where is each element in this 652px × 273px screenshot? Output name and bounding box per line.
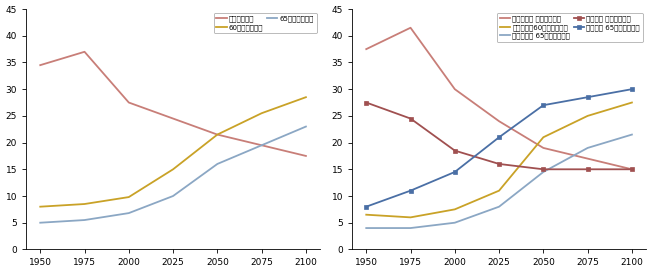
60岁及以上人口 [258, 112, 265, 115]
发展中国家 少年儿童人口 [628, 168, 636, 171]
少年儿童人口 [81, 50, 89, 54]
发达国家 少年儿童人口 [407, 117, 415, 120]
65岁及以上人口 [169, 194, 177, 198]
发展中国家60岁及以上人口 [407, 216, 415, 219]
发展中国家 65岁及以上人口 [495, 205, 503, 208]
发达国家 65岁及以上人口 [539, 103, 547, 107]
65岁及以上人口 [125, 212, 133, 215]
Line: 发展中国家 65岁及以上人口: 发展中国家 65岁及以上人口 [366, 135, 632, 228]
60岁及以上人口 [81, 202, 89, 206]
60岁及以上人口 [125, 195, 133, 199]
Line: 发达国家 少年儿童人口: 发达国家 少年儿童人口 [364, 100, 634, 171]
发展中国家60岁及以上人口 [584, 114, 591, 117]
少年儿童人口 [125, 101, 133, 104]
发展中国家 65岁及以上人口 [363, 226, 370, 230]
发达国家 65岁及以上人口 [584, 96, 591, 99]
少年儿童人口 [302, 154, 310, 158]
65岁及以上人口 [37, 221, 44, 224]
Line: 少年儿童人口: 少年儿童人口 [40, 52, 306, 156]
60岁及以上人口 [37, 205, 44, 208]
发达国家 65岁及以上人口 [363, 205, 370, 208]
发达国家 65岁及以上人口 [628, 88, 636, 91]
发展中国家60岁及以上人口 [451, 208, 459, 211]
发展中国家60岁及以上人口 [363, 213, 370, 216]
发展中国家 少年儿童人口 [584, 157, 591, 160]
发展中国家 少年儿童人口 [363, 48, 370, 51]
发展中国家 65岁及以上人口 [451, 221, 459, 224]
发达国家 65岁及以上人口 [451, 170, 459, 174]
少年儿童人口 [37, 64, 44, 67]
Legend: 少年儿童人口, 60岁及以上人口, 65岁及以上人口: 少年儿童人口, 60岁及以上人口, 65岁及以上人口 [214, 13, 317, 33]
发达国家 少年儿童人口 [363, 101, 370, 104]
发达国家 少年儿童人口 [539, 168, 547, 171]
少年儿童人口 [169, 117, 177, 120]
Line: 发展中国家60岁及以上人口: 发展中国家60岁及以上人口 [366, 103, 632, 217]
发达国家 65岁及以上人口 [495, 136, 503, 139]
发展中国家 少年儿童人口 [539, 146, 547, 150]
65岁及以上人口 [302, 125, 310, 128]
65岁及以上人口 [213, 162, 221, 166]
Line: 60岁及以上人口: 60岁及以上人口 [40, 97, 306, 207]
Legend: 发展中国家 少年儿童人口, 发展中国家60岁及以上人口, 发展中国家 65岁及以上人口, 发达国家 少年儿童人口, 发达国家 65岁及以上人口: 发展中国家 少年儿童人口, 发展中国家60岁及以上人口, 发展中国家 65岁及以… [497, 13, 643, 42]
发展中国家 65岁及以上人口 [539, 170, 547, 174]
发展中国家60岁及以上人口 [628, 101, 636, 104]
少年儿童人口 [213, 133, 221, 136]
发展中国家 65岁及以上人口 [584, 146, 591, 150]
发达国家 少年儿童人口 [584, 168, 591, 171]
发展中国家60岁及以上人口 [539, 136, 547, 139]
60岁及以上人口 [169, 168, 177, 171]
发达国家 65岁及以上人口 [407, 189, 415, 192]
Line: 65岁及以上人口: 65岁及以上人口 [40, 127, 306, 223]
发达国家 少年儿童人口 [451, 149, 459, 152]
发达国家 少年儿童人口 [495, 162, 503, 166]
发展中国家 少年儿童人口 [495, 120, 503, 123]
发展中国家 65岁及以上人口 [628, 133, 636, 136]
发展中国家 少年儿童人口 [407, 26, 415, 29]
60岁及以上人口 [302, 96, 310, 99]
60岁及以上人口 [213, 133, 221, 136]
发展中国家 65岁及以上人口 [407, 226, 415, 230]
65岁及以上人口 [81, 218, 89, 222]
Line: 发达国家 65岁及以上人口: 发达国家 65岁及以上人口 [364, 87, 634, 209]
发展中国家 少年儿童人口 [451, 88, 459, 91]
Line: 发展中国家 少年儿童人口: 发展中国家 少年儿童人口 [366, 28, 632, 169]
发达国家 少年儿童人口 [628, 168, 636, 171]
65岁及以上人口 [258, 144, 265, 147]
发展中国家60岁及以上人口 [495, 189, 503, 192]
少年儿童人口 [258, 144, 265, 147]
